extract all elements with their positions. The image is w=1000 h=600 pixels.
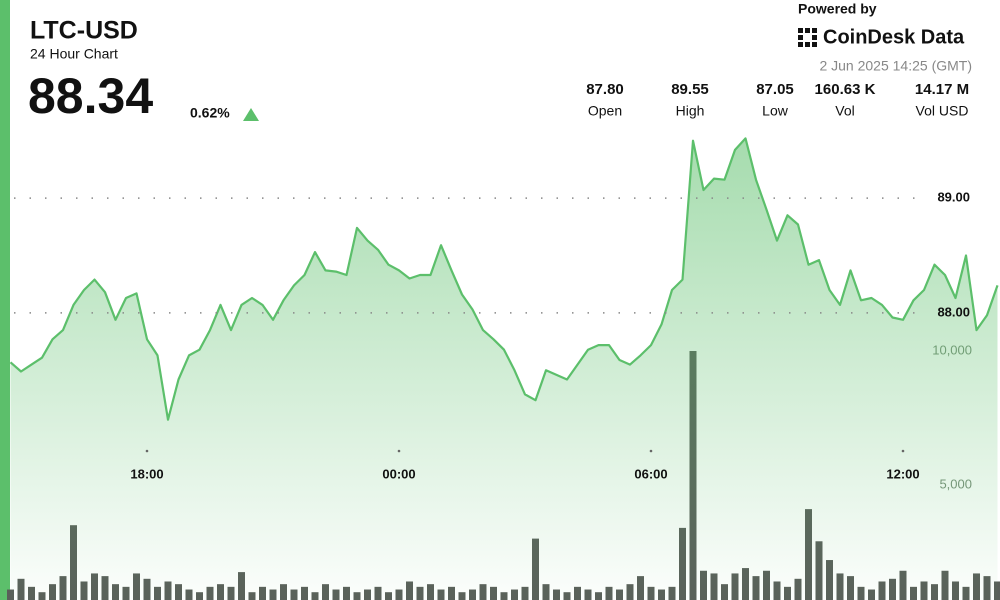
stat-label: Vol USD bbox=[916, 103, 969, 119]
change: 0.62% bbox=[190, 105, 230, 121]
x-tick-mark bbox=[649, 449, 653, 453]
symbol: LTC-USD bbox=[30, 17, 138, 45]
stat-value: 14.17 M bbox=[915, 81, 969, 98]
price-line bbox=[9, 137, 999, 421]
x-tick-label: 00:00 bbox=[382, 466, 415, 481]
brand: CoinDesk Data bbox=[823, 26, 965, 48]
x-tick-mark bbox=[145, 449, 149, 453]
stat-value: 89.55 bbox=[671, 81, 709, 98]
stat-label: Low bbox=[762, 103, 789, 119]
plot: 5,00010,00088.0089.0018:0000:0006:0012:0… bbox=[7, 137, 1000, 600]
accent-bar bbox=[0, 0, 10, 600]
stat-value: 160.63 K bbox=[815, 81, 876, 98]
price: 88.34 bbox=[28, 68, 153, 124]
powered-by: Powered by bbox=[798, 1, 877, 17]
y-tick-label: 89.00 bbox=[937, 190, 970, 205]
brand-logo bbox=[798, 28, 817, 47]
stat-label: Vol bbox=[835, 103, 854, 119]
y-tick-label: 88.00 bbox=[937, 304, 970, 319]
area-fill bbox=[10, 138, 998, 600]
stat-label: Open bbox=[588, 103, 622, 119]
stat-value: 87.80 bbox=[586, 81, 624, 98]
up-arrow bbox=[243, 108, 259, 121]
timestamp: 2 Jun 2025 14:25 (GMT) bbox=[819, 58, 972, 74]
x-tick-label: 06:00 bbox=[634, 466, 667, 481]
x-tick-mark bbox=[397, 449, 401, 453]
x-tick-label: 18:00 bbox=[130, 466, 163, 481]
x-tick-label: 12:00 bbox=[886, 466, 919, 481]
stats: 87.80 Open 89.55 High 87.05 Low 160.63 K Vol 14.… bbox=[586, 81, 969, 119]
subtitle: 24 Hour Chart bbox=[30, 46, 118, 62]
stat-value: 87.05 bbox=[756, 81, 794, 98]
x-tick-mark bbox=[901, 449, 905, 453]
stat-label: High bbox=[676, 103, 705, 119]
